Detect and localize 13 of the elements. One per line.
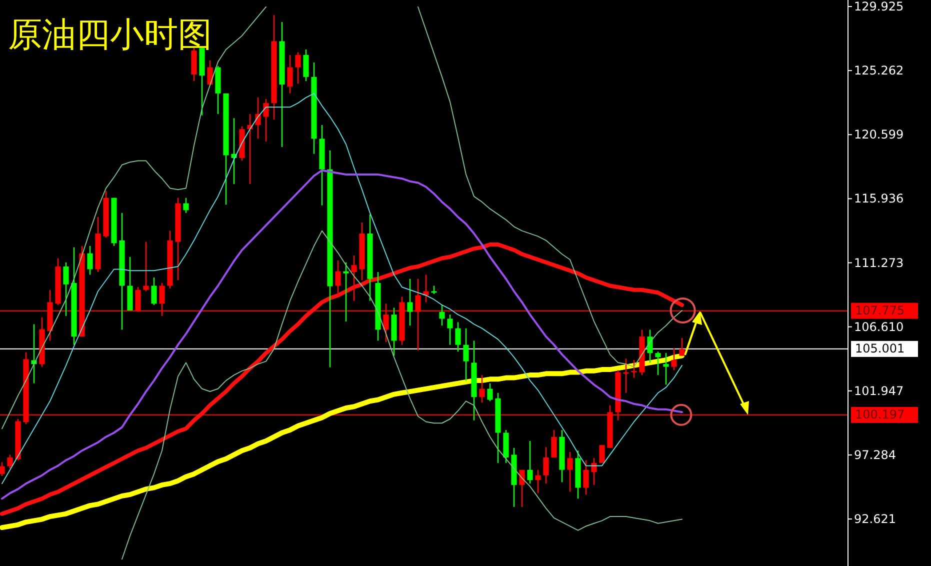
y-tick-label: 92.621 <box>854 512 896 526</box>
y-tick-label: 106.610 <box>854 320 904 334</box>
ref-line-label: 105.001 <box>855 342 905 356</box>
y-tick-label: 101.947 <box>854 384 904 398</box>
text: 原油四小时图 <box>8 15 212 55</box>
y-tick-label: 115.936 <box>854 192 904 206</box>
y-tick-label: 111.273 <box>854 256 904 270</box>
ref-line-label: 100.197 <box>855 408 905 422</box>
y-tick-label: 120.599 <box>854 128 904 142</box>
y-tick-label: 97.284 <box>854 448 896 462</box>
y-tick-label: 129.925 <box>854 0 904 14</box>
ref-line-label: 107.775 <box>855 304 905 318</box>
y-tick-label: 125.262 <box>854 64 904 78</box>
